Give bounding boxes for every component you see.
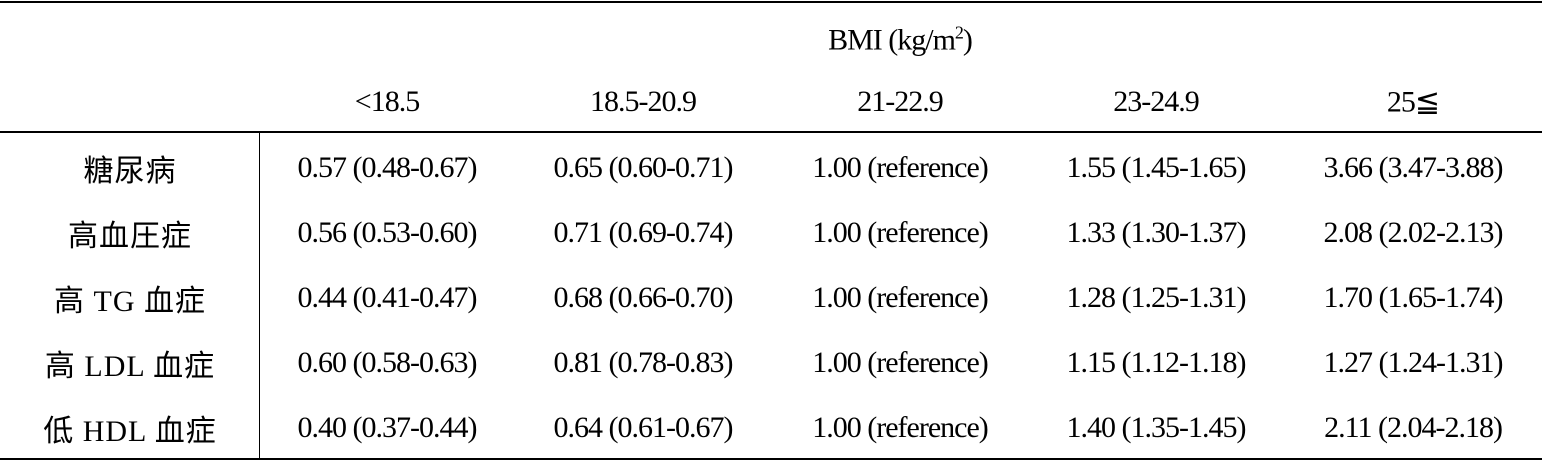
top-rule bbox=[0, 1, 1542, 3]
bottom-rule bbox=[0, 458, 1542, 460]
table-cell: 0.64 (0.61-0.67) bbox=[553, 411, 734, 444]
column-header: 21-22.9 bbox=[857, 85, 943, 118]
table-cell: 1.00 (reference) bbox=[812, 346, 989, 379]
table-cell: 0.56 (0.53-0.60) bbox=[297, 216, 478, 249]
row-label: 高 LDL 血症 bbox=[44, 350, 216, 383]
column-rule bbox=[259, 132, 260, 459]
table-cell: 2.11 (2.04-2.18) bbox=[1324, 411, 1503, 444]
row-label: 高血圧症 bbox=[68, 220, 192, 253]
column-header: 23-24.9 bbox=[1113, 85, 1199, 118]
table-cell: 2.08 (2.02-2.13) bbox=[1323, 216, 1504, 249]
table-cell: 1.33 (1.30-1.37) bbox=[1066, 216, 1247, 249]
title-text: BMI (kg/m bbox=[828, 23, 956, 57]
table-cell: 0.68 (0.66-0.70) bbox=[553, 281, 734, 314]
table-cell: 1.27 (1.24-1.31) bbox=[1323, 346, 1504, 379]
header-rule bbox=[0, 131, 1542, 133]
column-header: 25≦ bbox=[1386, 85, 1440, 119]
table-cell: 1.70 (1.65-1.74) bbox=[1323, 281, 1504, 314]
table-cell: 1.55 (1.45-1.65) bbox=[1066, 151, 1247, 184]
title-close: ) bbox=[962, 23, 973, 57]
row-label: 低 HDL 血症 bbox=[43, 415, 217, 448]
table-cell: 3.66 (3.47-3.88) bbox=[1323, 151, 1504, 184]
table-cell: 1.00 (reference) bbox=[812, 281, 989, 314]
table-cell: 0.71 (0.69-0.74) bbox=[553, 216, 734, 249]
title-sup: 2 bbox=[954, 22, 964, 43]
table-cell: 1.40 (1.35-1.45) bbox=[1066, 411, 1247, 444]
header-title: BMI (kg/m2) bbox=[828, 22, 973, 58]
row-label: 糖尿病 bbox=[83, 155, 177, 188]
table-cell: 0.65 (0.60-0.71) bbox=[553, 151, 734, 184]
row-label: 高 TG 血症 bbox=[54, 285, 206, 318]
table-cell: 1.00 (reference) bbox=[812, 151, 989, 184]
table-cell: 1.00 (reference) bbox=[812, 411, 989, 444]
table-cell: 0.57 (0.48-0.67) bbox=[297, 151, 478, 184]
table-cell: 0.60 (0.58-0.63) bbox=[297, 346, 478, 379]
table-cell: 0.81 (0.78-0.83) bbox=[553, 346, 734, 379]
table-cell: 0.44 (0.41-0.47) bbox=[297, 281, 478, 314]
column-header: <18.5 bbox=[354, 85, 420, 118]
table-cell: 1.00 (reference) bbox=[812, 216, 989, 249]
column-header: 18.5-20.9 bbox=[590, 85, 697, 118]
table-cell: 0.40 (0.37-0.44) bbox=[297, 411, 478, 444]
table-cell: 1.15 (1.12-1.18) bbox=[1066, 346, 1247, 379]
table-cell: 1.28 (1.25-1.31) bbox=[1066, 281, 1247, 314]
